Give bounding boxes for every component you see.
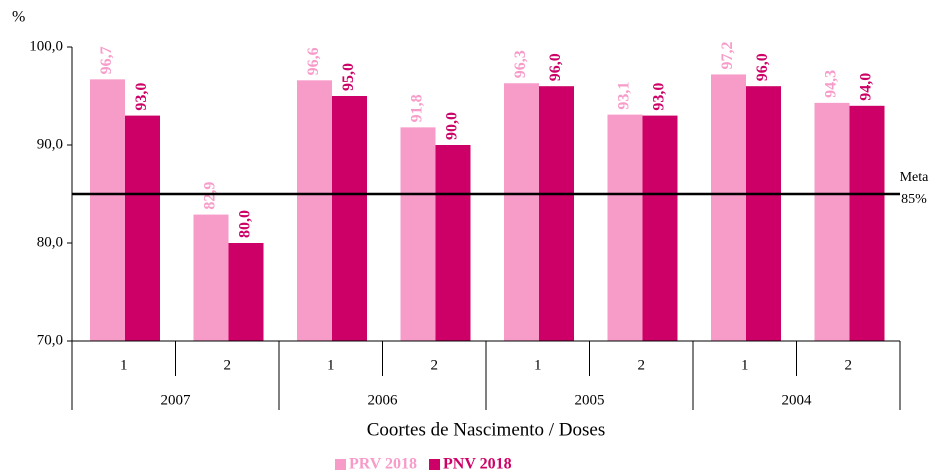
- legend-swatch: [429, 459, 441, 470]
- bar: [297, 80, 332, 341]
- reference-label: Meta: [900, 170, 930, 185]
- bar: [504, 83, 539, 341]
- data-label: 91,8: [409, 94, 426, 122]
- x-tick-label: 2: [431, 357, 439, 373]
- x-tick-label: 1: [741, 357, 749, 373]
- data-label: 93,0: [651, 83, 668, 111]
- bar: [435, 145, 471, 341]
- bar: [193, 214, 229, 341]
- bar: [400, 127, 436, 341]
- data-label: 96,0: [547, 53, 564, 81]
- x-tick-label: 1: [534, 357, 542, 373]
- bar: [90, 79, 125, 341]
- y-tick-label: 90,0: [37, 136, 63, 152]
- data-label: 96,3: [512, 50, 529, 78]
- data-label: 96,7: [98, 46, 115, 74]
- data-label: 82,9: [202, 182, 219, 210]
- legend-label: PNV 2018: [443, 456, 512, 473]
- data-label: 95,0: [340, 63, 357, 91]
- bar: [228, 243, 264, 341]
- data-label: 94,0: [858, 73, 875, 101]
- y-axis-label: %: [12, 9, 25, 26]
- data-label: 96,6: [305, 47, 322, 75]
- x-tick-label: 2: [224, 357, 232, 373]
- bar: [711, 74, 746, 341]
- y-tick-label: 100,0: [29, 38, 63, 54]
- x-group-label: 2004: [782, 392, 813, 408]
- legend-label: PRV 2018: [349, 456, 417, 473]
- x-tick-label: 1: [120, 357, 128, 373]
- x-group-label: 2007: [161, 392, 192, 408]
- data-label: 97,2: [719, 41, 736, 69]
- y-tick-label: 70,0: [37, 332, 63, 348]
- x-group-label: 2006: [368, 392, 399, 408]
- x-tick-label: 1: [327, 357, 335, 373]
- x-tick-label: 2: [638, 357, 646, 373]
- reference-value-label: 85%: [901, 192, 927, 207]
- bar: [746, 86, 781, 341]
- bar: [814, 102, 850, 341]
- y-tick-label: 80,0: [37, 234, 63, 250]
- bar: [332, 96, 367, 341]
- bar: [849, 105, 885, 341]
- bar: [125, 115, 160, 341]
- x-group-label: 2005: [575, 392, 605, 408]
- bar: [539, 86, 574, 341]
- legend-swatch: [335, 459, 346, 470]
- data-label: 80,0: [237, 210, 254, 238]
- data-label: 96,0: [754, 53, 771, 81]
- data-label: 90,0: [444, 112, 461, 140]
- data-label: 93,0: [133, 83, 150, 111]
- x-tick-label: 2: [845, 357, 853, 373]
- data-label: 94,3: [823, 70, 840, 98]
- data-label: 93,1: [616, 82, 633, 110]
- bar: [642, 115, 678, 341]
- bar: [607, 114, 643, 342]
- x-axis-title: Coortes de Nascimento / Doses: [367, 419, 606, 440]
